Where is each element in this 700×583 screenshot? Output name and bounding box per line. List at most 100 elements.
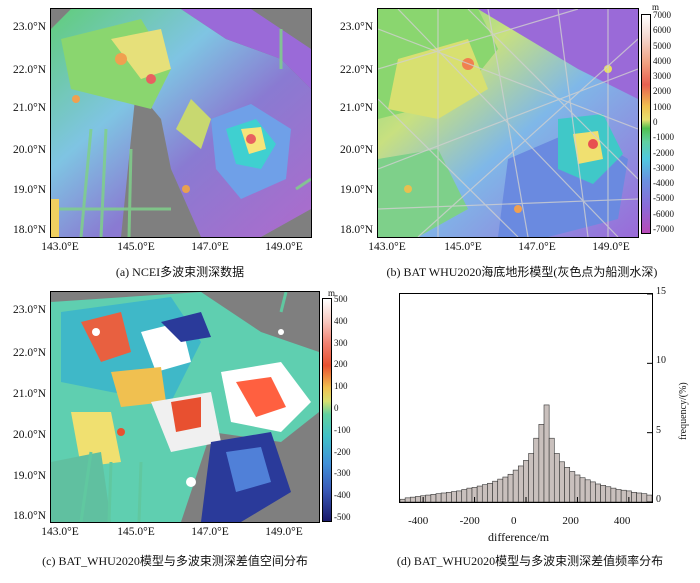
colorbar-tick-label: -3000 — [653, 162, 674, 173]
lat-label-a: 22.0°N — [12, 64, 46, 76]
histogram-bar — [466, 487, 473, 503]
lat-label-a: 20.0°N — [12, 144, 46, 156]
histogram-bar — [610, 487, 617, 503]
histogram-bar — [595, 483, 601, 503]
histogram-bar — [404, 497, 411, 503]
bathymetry-raster-a — [51, 9, 311, 237]
colorbar-tick-label: 200 — [334, 359, 348, 370]
lat-label-b: 22.0°N — [339, 64, 373, 76]
lat-label-c: 18.0°N — [12, 510, 46, 522]
histogram-bar — [538, 424, 545, 503]
histogram-bar — [497, 478, 504, 503]
colorbar-tick-label: 1000 — [653, 101, 671, 112]
lat-label-a: 21.0°N — [12, 102, 46, 114]
lat-label-b: 23.0°N — [339, 21, 373, 33]
colorbar-tick-label: -7000 — [653, 224, 674, 234]
histogram-y-tick-label: 15 — [656, 286, 666, 297]
histogram-bar — [492, 480, 499, 503]
lon-label-a: 145.0°E — [117, 241, 155, 253]
lon-label-c: 145.0°E — [117, 526, 155, 538]
colorbar-tick-label: -4000 — [653, 178, 674, 189]
histogram-bar — [456, 490, 463, 503]
lat-label-b: 21.0°N — [339, 102, 373, 114]
lat-label-a: 18.0°N — [12, 224, 46, 236]
lat-label-c: 22.0°N — [12, 347, 46, 359]
colorbar-unit-c: m — [328, 288, 336, 298]
colorbar-tick-label: -6000 — [653, 208, 674, 219]
colorbar-tick-label: -500 — [334, 512, 351, 522]
colorbar-tick-label: 6000 — [653, 25, 671, 36]
histogram-bar — [553, 453, 560, 503]
histogram-y-tick-label: 0 — [656, 494, 661, 505]
histogram-bar — [605, 486, 612, 503]
histogram-bar — [579, 477, 586, 503]
colorbar-depth — [641, 14, 651, 234]
colorbar-unit-b: m — [652, 2, 660, 12]
lon-label-b: 147.0°E — [518, 241, 556, 253]
colorbar-difference — [322, 298, 332, 522]
histogram-bar — [425, 494, 432, 503]
lon-label-b: 143.0°E — [368, 241, 406, 253]
lat-label-b: 18.0°N — [339, 224, 373, 236]
histogram-bar — [533, 437, 540, 503]
histogram-bar — [636, 492, 643, 503]
histogram-bar — [445, 491, 452, 503]
histogram-bar — [451, 491, 457, 503]
lon-label-c: 143.0°E — [41, 526, 79, 538]
lon-label-c: 147.0°E — [191, 526, 229, 538]
histogram-bar — [615, 489, 622, 503]
histogram-bar — [584, 479, 591, 503]
histogram-plot-area — [399, 293, 653, 503]
map-ncei-multibeam — [50, 8, 312, 238]
histogram-bar — [646, 494, 653, 503]
histogram-bar — [543, 404, 550, 503]
histogram-bars — [399, 293, 653, 503]
histogram-bar — [569, 471, 576, 503]
lat-label-c: 19.0°N — [12, 470, 46, 482]
histogram-bar — [620, 489, 627, 503]
lon-label-a: 149.0°E — [265, 241, 303, 253]
lat-label-c: 20.0°N — [12, 429, 46, 441]
histogram-bar — [517, 465, 524, 503]
lat-label-c: 23.0°N — [12, 304, 46, 316]
lon-label-b: 145.0°E — [444, 241, 482, 253]
histogram-bar — [476, 485, 483, 503]
histogram-bar — [481, 484, 488, 503]
histogram-x-tick-label: 200 — [562, 515, 579, 527]
histogram-bar — [528, 453, 535, 503]
colorbar-tick-label: 7000 — [653, 10, 671, 20]
colorbar-tick-label: 100 — [334, 381, 348, 392]
lat-label-b: 20.0°N — [339, 144, 373, 156]
histogram-bar — [440, 492, 447, 503]
lat-label-a: 23.0°N — [12, 21, 46, 33]
histogram-bar — [641, 493, 648, 503]
histogram-bar — [589, 481, 596, 503]
histogram-bar — [409, 496, 416, 503]
colorbar-tick-label: 5000 — [653, 40, 671, 51]
histogram-y-tick-label: 10 — [656, 355, 666, 367]
histogram-y-tick-label: 5 — [656, 424, 661, 436]
histogram-bar — [600, 485, 607, 503]
histogram-bar — [631, 491, 637, 503]
colorbar-tick-label: 4000 — [653, 55, 671, 66]
colorbar-tick-label: -400 — [334, 490, 351, 501]
caption-a: (a) NCEI多波束测深数据 — [115, 265, 245, 279]
map-difference-spatial — [50, 291, 320, 523]
colorbar-tick-label: -100 — [334, 424, 351, 435]
lat-label-a: 19.0°N — [12, 184, 46, 196]
colorbar-tick-label: -1000 — [653, 132, 674, 143]
colorbar-tick-label: 3000 — [653, 71, 671, 82]
lon-label-a: 143.0°E — [41, 241, 79, 253]
difference-raster-c — [51, 292, 319, 522]
colorbar-tick-label: 300 — [334, 337, 348, 348]
colorbar-tick-label: 400 — [334, 315, 348, 326]
histogram-y-label: frequency/(%) — [678, 382, 689, 440]
colorbar-tick-label: -2000 — [653, 147, 674, 158]
histogram-bar — [512, 469, 519, 503]
lat-label-c: 21.0°N — [12, 388, 46, 400]
histogram-bar — [430, 494, 437, 503]
histogram-bar — [435, 493, 442, 503]
caption-c: (c) BAT_WHU2020模型与多波束测深差值空间分布 — [42, 554, 308, 568]
colorbar-tick-label: 2000 — [653, 86, 671, 97]
histogram-bar — [564, 467, 571, 503]
